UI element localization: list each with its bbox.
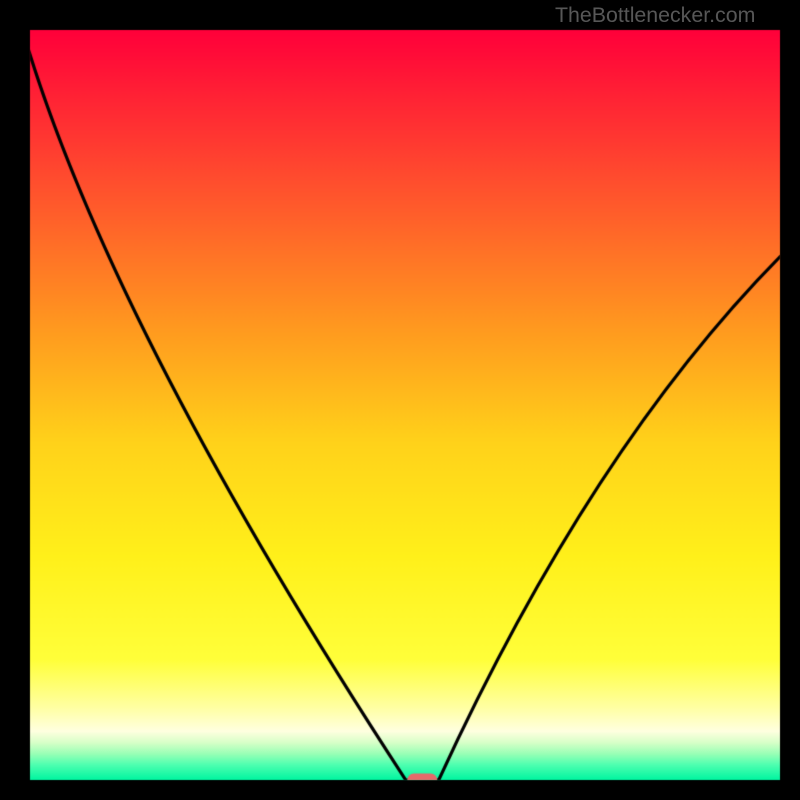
chart-figure: TheBottlenecker.com (0, 0, 800, 800)
gradient-background (0, 0, 800, 800)
watermark-text: TheBottlenecker.com (555, 3, 755, 28)
